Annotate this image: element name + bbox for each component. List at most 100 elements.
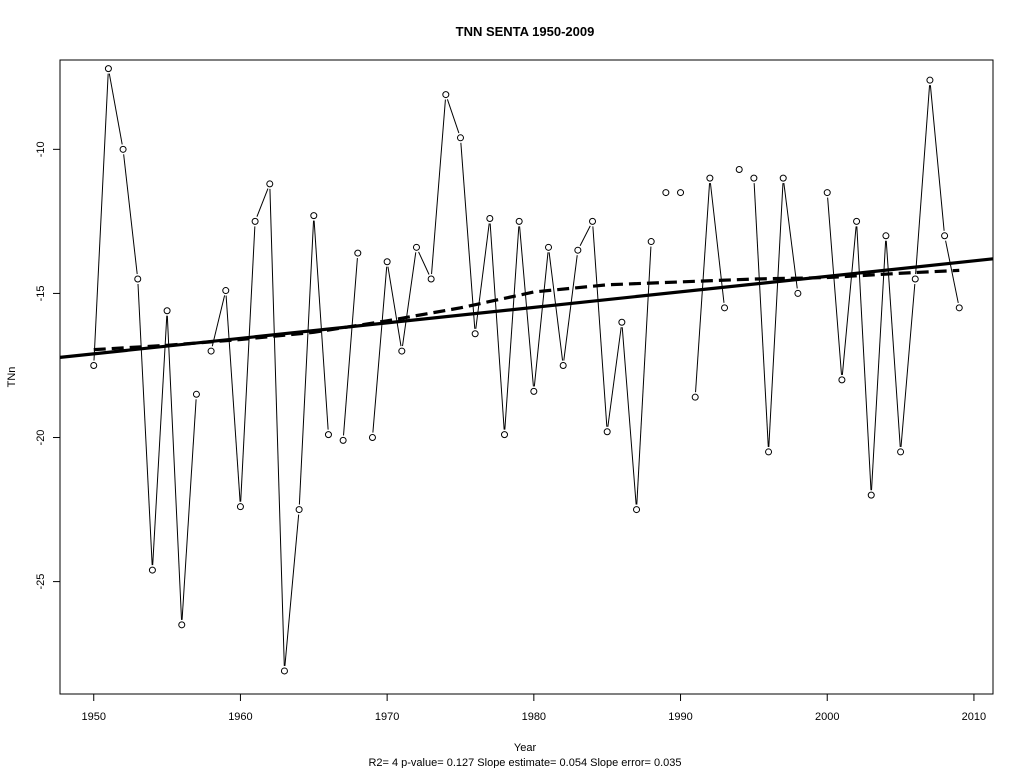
series-segment: [298, 220, 315, 505]
y-tick-label: -10: [35, 141, 47, 157]
series-segment: [533, 252, 549, 387]
data-point: [104, 65, 112, 73]
data-point: [251, 217, 259, 225]
data-point: [823, 189, 831, 197]
series-segment: [579, 225, 591, 246]
y-axis: -25 -20 -15 -10: [35, 141, 60, 590]
series-segment: [504, 226, 520, 430]
data-point: [721, 304, 729, 312]
chart-title: TNN SENTA 1950-2009: [456, 24, 595, 39]
data-point: [911, 275, 919, 283]
data-point: [941, 232, 949, 240]
series-segment: [607, 327, 622, 427]
data-point: [456, 134, 464, 142]
data-point: [90, 361, 98, 369]
series-segment: [431, 99, 446, 275]
series-segment: [519, 226, 534, 387]
series-segment: [181, 399, 197, 620]
y-tick-label: -15: [35, 285, 47, 301]
data-point: [647, 238, 655, 246]
data-point: [765, 448, 773, 456]
data-point: [545, 243, 553, 251]
series-segment: [753, 183, 769, 447]
x-tick-label: 2010: [962, 711, 986, 723]
data-point: [471, 330, 479, 338]
series-segment: [475, 223, 490, 329]
series-segment: [343, 258, 358, 436]
data-point: [178, 621, 186, 629]
series-segment: [123, 154, 138, 275]
data-point: [897, 448, 905, 456]
data-point: [838, 376, 846, 384]
series-segment: [885, 240, 901, 447]
data-point: [383, 258, 391, 266]
data-point: [691, 393, 699, 401]
data-point: [618, 318, 626, 326]
y-tick-label: -20: [35, 430, 47, 446]
series-segment: [211, 295, 226, 347]
data-point: [794, 289, 802, 297]
data-point: [412, 243, 420, 251]
data-point: [148, 566, 156, 574]
series-segment: [945, 240, 959, 304]
data-point: [706, 174, 714, 182]
data-point: [882, 232, 890, 240]
series-segment: [827, 197, 843, 375]
data-point: [192, 390, 200, 398]
data-point: [500, 431, 508, 439]
series-segment: [225, 295, 241, 502]
series-segment: [489, 223, 505, 430]
series-segment: [446, 99, 460, 134]
series-segment: [783, 183, 798, 289]
series-segment: [768, 183, 784, 447]
data-point: [295, 506, 303, 514]
data-point: [427, 275, 435, 283]
data-point: [867, 491, 875, 499]
series-segment: [418, 251, 430, 275]
x-tick-label: 2000: [815, 711, 839, 723]
data-point: [955, 304, 963, 312]
y-tick-label: -25: [35, 574, 47, 590]
data-point: [280, 667, 288, 675]
data-point: [134, 275, 142, 283]
data-point: [324, 431, 332, 439]
data-point: [368, 434, 376, 442]
data-point: [236, 503, 244, 511]
data-point: [574, 246, 582, 254]
data-point: [633, 506, 641, 514]
series-segment: [108, 73, 123, 145]
series-segment: [152, 315, 168, 566]
series-segment: [269, 188, 285, 666]
series-segment: [900, 283, 916, 447]
x-tick-label: 1970: [375, 711, 399, 723]
series-segment: [856, 226, 872, 491]
series-segment: [284, 514, 300, 667]
x-axis-label: Year: [514, 742, 537, 754]
series-segment: [929, 85, 945, 231]
trend-line: [59, 257, 994, 359]
data-point: [589, 217, 597, 225]
data-point: [926, 76, 934, 84]
data-point: [398, 347, 406, 355]
data-point: [310, 212, 318, 220]
smooth-line: [93, 268, 960, 352]
data-point: [354, 249, 362, 257]
series-segment: [372, 266, 388, 433]
x-tick-label: 1990: [668, 711, 692, 723]
data-point: [163, 307, 171, 315]
data-point: [515, 217, 523, 225]
series-segment: [709, 183, 725, 303]
x-tick-label: 1960: [228, 711, 252, 723]
series-segment: [166, 315, 183, 620]
x-tick-label: 1980: [522, 711, 546, 723]
series-segment: [563, 255, 578, 361]
data-point: [486, 215, 494, 222]
series-segment: [460, 142, 476, 329]
series-layer: [59, 65, 994, 675]
data-point: [677, 189, 685, 197]
data-point: [603, 428, 611, 436]
series-segment: [387, 266, 402, 347]
series-segment: [256, 188, 269, 217]
